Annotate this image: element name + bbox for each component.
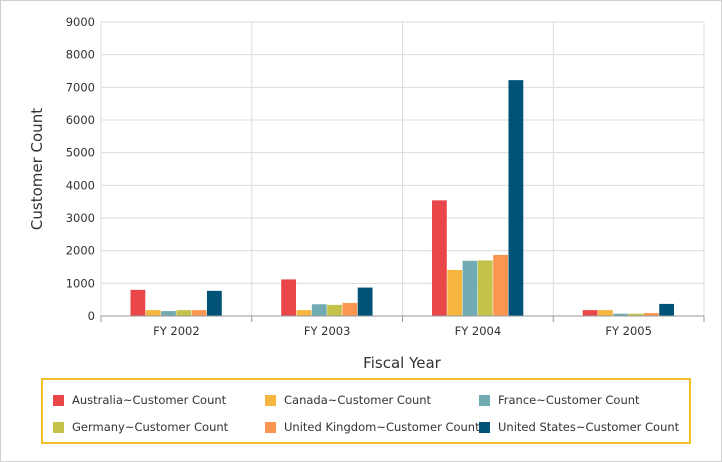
- bar-united-states: [357, 287, 373, 316]
- bar-australia: [431, 200, 447, 316]
- y-tick-label: 8000: [66, 48, 95, 62]
- x-tick-label: FY 2004: [455, 324, 502, 338]
- legend-label: United States~Customer Count: [498, 420, 680, 434]
- legend: Australia~Customer Count Canada~Customer …: [41, 378, 691, 444]
- y-tick-label: 7000: [66, 80, 95, 94]
- y-tick-label: 2000: [66, 244, 95, 258]
- bar-france: [161, 311, 176, 316]
- bar-canada: [145, 310, 161, 316]
- legend-item[interactable]: France~Customer Count: [479, 393, 640, 407]
- y-tick-label: 9000: [66, 15, 95, 29]
- legend-label: Canada~Customer Count: [284, 393, 432, 407]
- legend-item[interactable]: Germany~Customer Count: [53, 420, 228, 434]
- bar-australia: [281, 279, 297, 316]
- y-axis-title: Customer Count: [28, 108, 46, 230]
- bar-united-kingdom: [191, 310, 207, 316]
- bar-canada: [296, 310, 312, 316]
- bar-germany: [477, 260, 493, 316]
- legend-swatch: [479, 394, 490, 406]
- bar-united-kingdom: [643, 313, 659, 316]
- bar-united-states: [508, 80, 524, 316]
- bar-germany: [327, 304, 342, 316]
- bar-australia: [130, 289, 146, 316]
- legend-swatch: [53, 421, 64, 433]
- y-tick-label: 4000: [66, 178, 95, 192]
- y-tick-label: 5000: [66, 146, 95, 160]
- legend-label: Australia~Customer Count: [72, 393, 227, 407]
- bar-united-states: [659, 303, 675, 316]
- x-tick-label: FY 2003: [304, 324, 351, 338]
- x-axis-title: Fiscal Year: [363, 354, 441, 372]
- legend-item[interactable]: United Kingdom~Customer Count: [265, 420, 480, 434]
- legend-label: United Kingdom~Customer Count: [284, 420, 480, 434]
- bar-france: [462, 260, 478, 316]
- bar-germany: [628, 313, 644, 316]
- legend-item[interactable]: United States~Customer Count: [479, 420, 679, 434]
- legend-swatch: [265, 394, 276, 406]
- y-tick-label: 3000: [66, 211, 95, 225]
- legend-item[interactable]: Canada~Customer Count: [265, 393, 431, 407]
- bar-germany: [176, 310, 192, 316]
- bar-united-kingdom: [493, 254, 508, 316]
- bar-united-kingdom: [342, 302, 358, 316]
- bar-united-states: [206, 290, 222, 316]
- x-tick-label: FY 2002: [153, 324, 200, 338]
- y-tick-label: 6000: [66, 113, 95, 127]
- legend-label: Germany~Customer Count: [72, 420, 229, 434]
- bar-france: [613, 313, 629, 316]
- y-tick-label: 0: [88, 309, 95, 323]
- legend-label: France~Customer Count: [498, 393, 640, 407]
- x-tick-label: FY 2005: [605, 324, 652, 338]
- bar-australia: [582, 310, 598, 316]
- legend-swatch: [53, 394, 64, 406]
- legend-swatch: [265, 421, 276, 433]
- bar-canada: [447, 269, 463, 316]
- bar-canada: [598, 310, 613, 316]
- legend-item[interactable]: Australia~Customer Count: [53, 393, 226, 407]
- bar-france: [311, 304, 327, 316]
- y-tick-label: 1000: [66, 276, 95, 290]
- legend-swatch: [479, 421, 490, 433]
